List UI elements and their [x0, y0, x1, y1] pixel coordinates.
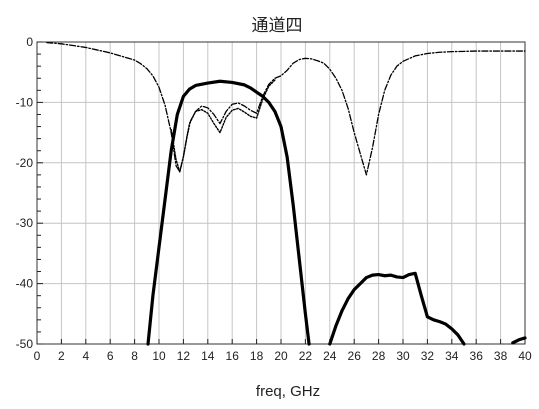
axis-ticks: 0 2 4 6 8 10 12 14 16 18 20 22 24 26 28 30 32 34 36 38 400-1…	[16, 35, 532, 363]
x-tick-label: 22	[299, 349, 313, 363]
x-tick-label: 26	[348, 349, 362, 363]
series-line-5	[170, 79, 276, 173]
grid	[36, 41, 526, 345]
series-line-3	[511, 336, 527, 345]
series-line-4	[46, 41, 526, 176]
y-tick-label: -50	[16, 337, 34, 351]
x-tick-label: 20	[274, 349, 288, 363]
y-tick-label: 0	[26, 35, 33, 49]
x-tick-label: 36	[470, 349, 484, 363]
x-tick-label: 30	[396, 349, 410, 363]
x-axis-label: freq, GHz	[256, 383, 320, 400]
x-tick-label: 12	[177, 349, 191, 363]
series-line-2	[328, 271, 466, 346]
x-tick-label: 24	[323, 349, 337, 363]
y-tick-label: -40	[16, 277, 34, 291]
x-tick-label: 32	[421, 349, 435, 363]
x-tick-label: 0	[34, 349, 41, 363]
x-tick-label: 34	[445, 349, 459, 363]
x-tick-label: 40	[518, 349, 532, 363]
x-tick-label: 2	[58, 349, 65, 363]
x-tick-label: 28	[372, 349, 386, 363]
x-tick-label: 38	[494, 349, 508, 363]
x-tick-label: 4	[82, 349, 89, 363]
series-line-1	[146, 79, 311, 346]
series-layer	[46, 41, 527, 346]
x-tick-label: 14	[201, 349, 215, 363]
chart-title: 通道四	[252, 16, 303, 36]
x-tick-label: 10	[152, 349, 166, 363]
x-tick-label: 16	[226, 349, 240, 363]
y-tick-label: -20	[16, 156, 34, 170]
x-tick-label: 8	[131, 349, 138, 363]
x-tick-label: 6	[107, 349, 114, 363]
x-tick-label: 18	[250, 349, 264, 363]
y-tick-label: -30	[16, 216, 34, 230]
y-tick-label: -10	[16, 95, 34, 109]
